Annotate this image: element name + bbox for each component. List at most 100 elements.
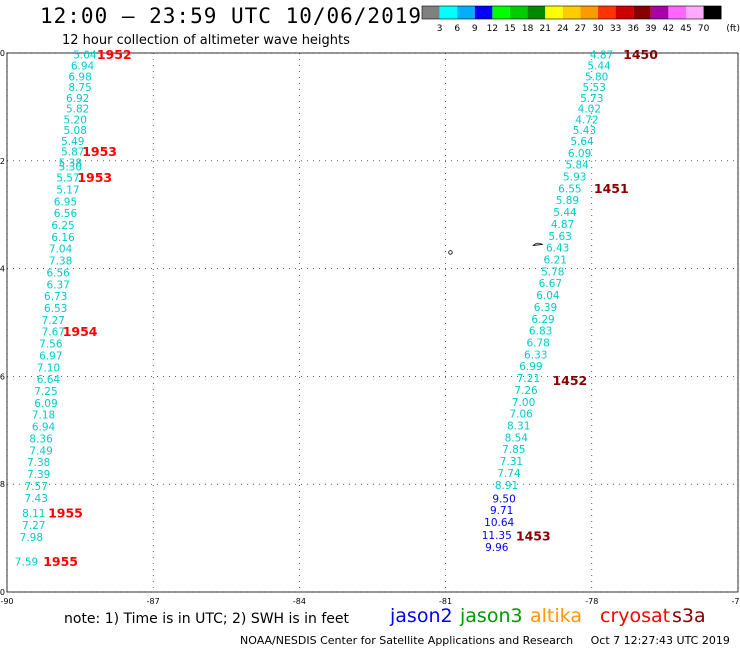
swh-value-label: 7.26	[514, 385, 538, 397]
colorbar-tick-label: 36	[627, 24, 639, 34]
swh-value-label: 6.94	[71, 60, 95, 72]
swh-value-label: 7.27	[42, 315, 65, 327]
colorbar-swatch	[527, 6, 546, 19]
swh-value-label: 5.63	[548, 231, 571, 243]
map-title: 12:00 – 23:59 UTC 10/06/2019	[40, 4, 423, 28]
swh-value-label: 4.87	[590, 50, 613, 62]
swh-value-label: 6.33	[524, 349, 547, 361]
swh-value-label: 5.43	[573, 125, 596, 137]
swh-value-label: 6.56	[54, 208, 78, 220]
colorbar-swatch	[598, 6, 616, 19]
units-note: note: 1) Time is in UTC; 2) SWH is in fe…	[64, 611, 350, 627]
swh-value-label: 7.67	[42, 327, 65, 339]
wave-height-colorbar: 3 6 9 12 15 18 21 24 27 30 33 36 39 42 45 70 (ft)	[421, 5, 740, 34]
time-label: 1953	[77, 170, 112, 185]
swh-value-label: 9.96	[485, 542, 509, 554]
y-tick-label: -32	[0, 157, 5, 166]
swh-value-label: 6.99	[519, 361, 542, 373]
swh-value-label: 6.73	[44, 291, 67, 303]
swh-value-label: 5.93	[563, 172, 586, 184]
swh-value-label: 5.20	[64, 114, 87, 126]
colorbar-tick-label: 30	[592, 24, 604, 34]
colorbar-swatch	[668, 6, 686, 19]
swh-value-label: 8.91	[495, 480, 518, 492]
colorbar-unit-label: (ft)	[726, 24, 740, 34]
colorbar-swatch	[580, 6, 598, 19]
colorbar-tick-label: 27	[575, 24, 586, 34]
colorbar-tick-label: 6	[454, 24, 460, 34]
swh-value-label: 6.98	[68, 71, 91, 83]
swh-value-label: 5.53	[583, 82, 606, 94]
swh-value-label: 7.38	[27, 457, 50, 469]
credit-footer: NOAA/NESDIS Center for Satellite Applica…	[240, 634, 730, 647]
swh-value-label: 5.17	[56, 184, 79, 196]
swh-value-label: 5.78	[541, 266, 564, 278]
swh-value-label: 6.43	[546, 243, 569, 255]
colorbar-tick-label: 45	[680, 24, 691, 34]
swh-value-label: 5.73	[580, 93, 603, 105]
swh-value-label: 6.94	[32, 422, 56, 434]
colorbar-tick-label: 33	[610, 24, 621, 34]
swh-value-label: 6.16	[51, 232, 75, 244]
x-tick-label: -84	[293, 597, 306, 606]
swh-value-label: 6.55	[558, 183, 581, 195]
swh-value-label: 6.83	[529, 326, 552, 338]
swh-value-label: 6.78	[526, 338, 549, 350]
colorbar-swatch	[686, 6, 704, 19]
y-tick-label: -38	[0, 480, 5, 489]
colorbar-tick-label: 39	[645, 24, 657, 34]
colorbar-swatch	[492, 6, 510, 19]
colorbar-swatch	[439, 6, 458, 19]
swh-value-label: 7.74	[497, 468, 521, 480]
swh-value-label: 6.37	[46, 279, 69, 291]
swh-value-label: 5.30	[59, 161, 82, 173]
swh-value-label: 7.06	[509, 409, 533, 421]
mission-legend-s3a: s3a	[672, 605, 706, 627]
swh-value-label: 5.89	[556, 195, 579, 207]
swh-value-label: 7.21	[517, 373, 540, 385]
swh-value-label: 6.56	[46, 267, 70, 279]
swh-value-label: 5.87	[61, 147, 84, 159]
time-label: 1450	[623, 47, 658, 62]
swh-value-label: 5.44	[587, 60, 611, 72]
swh-value-label: 7.27	[22, 520, 45, 532]
mission-legend-jason2: jason2	[390, 605, 453, 627]
map-subtitle: 12 hour collection of altimeter wave hei…	[62, 33, 350, 48]
island-mark	[532, 242, 544, 246]
swh-value-label: 5.82	[66, 104, 89, 116]
colorbar-swatch	[422, 6, 440, 19]
swh-value-label: 5.84	[565, 160, 589, 172]
swh-value-label: 6.39	[534, 302, 557, 314]
colorbar-tick-label: 12	[487, 24, 498, 34]
x-tick-label: -87	[147, 597, 160, 606]
swh-value-label: 8.11	[22, 508, 45, 520]
colorbar-swatch	[703, 6, 722, 19]
colorbar-swatch	[510, 6, 528, 19]
colorbar-swatch	[633, 6, 651, 19]
time-label: 1953	[82, 144, 117, 159]
swh-value-label: 8.54	[505, 432, 529, 444]
swh-value-label: 5.38	[59, 157, 82, 169]
colorbar-swatch	[615, 6, 634, 19]
time-label: 1453	[516, 529, 551, 544]
colorbar-swatch	[545, 6, 563, 19]
credit-source: NOAA/NESDIS Center for Satellite Applica…	[240, 634, 574, 647]
swh-value-label: 6.95	[54, 196, 77, 208]
swh-value-label: 8.31	[507, 421, 530, 433]
swh-value-label: 7.31	[500, 456, 523, 468]
colorbar-tick-label: 42	[663, 24, 674, 34]
swh-value-label: 7.18	[32, 410, 55, 422]
swh-value-label: 7.59	[15, 556, 38, 568]
time-label: 1954	[63, 324, 98, 339]
colorbar-tick-label: 21	[539, 24, 550, 34]
swh-value-label: 5.04	[73, 50, 97, 62]
colorbar-tick-label: 15	[504, 24, 515, 34]
swh-value-label: 7.57	[25, 481, 48, 493]
credit-timestamp: Oct 7 12:27:43 UTC 2019	[590, 634, 730, 647]
colorbar-tick-label: 24	[557, 24, 569, 34]
swh-value-label: 5.49	[61, 136, 84, 148]
x-tick-label: -78	[585, 597, 598, 606]
swh-value-label: 7.39	[27, 469, 50, 481]
swh-value-label: 8.36	[29, 433, 53, 445]
colorbar-swatch	[457, 6, 475, 19]
